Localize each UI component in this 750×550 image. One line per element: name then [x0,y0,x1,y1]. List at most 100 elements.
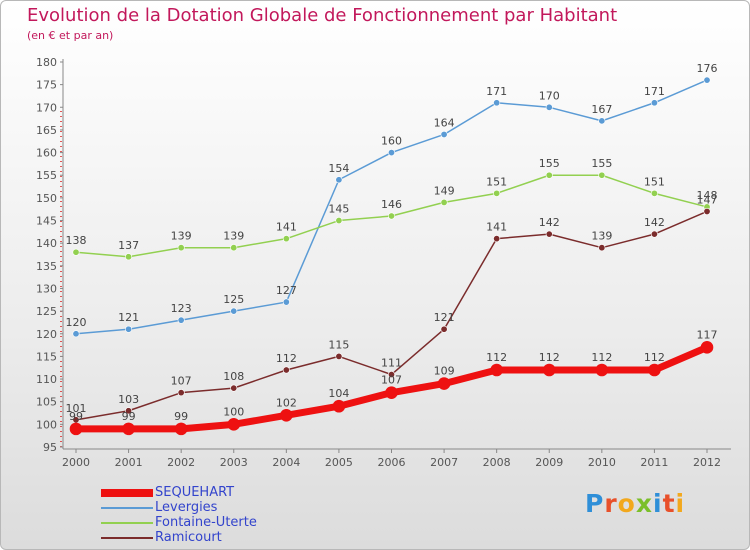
data-label-fontaine-uterte: 155 [591,157,612,170]
data-label-sequehart: 117 [697,328,718,341]
data-label-sequehart: 109 [434,365,455,378]
data-point-ramicourt [598,244,606,252]
data-label-levergies: 170 [539,89,560,102]
data-label-sequehart: 112 [539,351,560,364]
data-point-sequehart [595,363,609,377]
data-point-sequehart [437,377,451,390]
legend-label: SEQUEHART [155,485,235,500]
y-tick-label: 125 [36,305,57,318]
data-label-sequehart: 112 [486,351,507,364]
data-point-fontaine-uterte [282,235,290,243]
data-point-ramicourt [282,366,290,374]
data-point-sequehart [122,422,135,436]
data-label-levergies: 123 [171,302,192,315]
data-point-sequehart [332,399,346,413]
data-label-ramicourt: 115 [328,338,349,351]
data-point-sequehart [174,422,188,436]
legend-swatch [101,506,153,509]
data-label-ramicourt: 107 [171,375,192,388]
y-tick-label: 175 [36,79,57,92]
data-point-fontaine-uterte [125,253,133,261]
data-point-fontaine-uterte [177,244,185,252]
data-point-levergies [335,176,343,184]
y-tick-label: 145 [36,215,57,228]
legend-swatch [101,521,153,524]
logo-letter: t [662,489,676,518]
data-label-levergies: 120 [66,316,87,329]
data-point-fontaine-uterte [598,171,606,179]
data-label-fontaine-uterte: 151 [486,175,507,188]
data-label-sequehart: 99 [69,410,83,423]
data-label-sequehart: 107 [381,374,402,387]
legend-label: Fontaine-Uterte [155,515,257,530]
data-point-ramicourt [440,325,448,333]
data-point-levergies [387,149,395,157]
data-point-sequehart [385,386,398,399]
data-point-sequehart [700,341,714,354]
data-point-ramicourt [493,235,501,243]
data-label-fontaine-uterte: 145 [328,203,349,216]
chart-title: Evolution de la Dotation Globale de Fonc… [27,5,618,26]
y-tick-label: 165 [36,124,57,137]
y-tick-label: 160 [36,147,57,160]
x-tick-label: 2009 [535,456,563,469]
data-label-ramicourt: 103 [118,393,139,406]
data-label-fontaine-uterte: 155 [539,157,560,170]
data-point-fontaine-uterte [72,248,80,256]
data-point-fontaine-uterte [230,244,238,252]
data-label-levergies: 154 [328,162,349,175]
data-point-sequehart [227,418,241,431]
data-point-sequehart [648,363,661,377]
y-tick-label: 120 [36,328,57,341]
data-point-ramicourt [177,389,185,397]
data-point-ramicourt [125,407,133,415]
legend-swatch [101,488,153,497]
data-point-levergies [125,325,133,333]
data-label-ramicourt: 142 [539,216,560,229]
data-label-ramicourt: 142 [644,216,665,229]
data-label-sequehart: 112 [591,351,612,364]
data-label-levergies: 171 [486,85,507,98]
data-label-levergies: 121 [118,311,139,324]
data-point-levergies [493,99,501,107]
data-point-levergies [440,130,448,138]
data-point-sequehart [69,422,83,436]
data-point-ramicourt [545,230,553,238]
logo-letter: i [675,489,686,518]
data-label-ramicourt: 121 [434,311,455,324]
data-label-ramicourt: 147 [697,193,718,206]
chart-subtitle: (en € et par an) [27,29,114,42]
x-tick-label: 2007 [430,456,458,469]
data-point-levergies [177,316,185,324]
x-tick-label: 2001 [115,456,143,469]
y-tick-label: 110 [36,373,57,386]
logo-letter: P [585,489,605,518]
data-label-fontaine-uterte: 141 [276,221,297,234]
y-tick-label: 115 [36,350,57,363]
y-tick-label: 130 [36,282,57,295]
x-tick-label: 2002 [167,456,195,469]
legend-label: Levergies [155,500,218,515]
data-point-fontaine-uterte [493,189,501,197]
data-point-ramicourt [703,207,711,215]
data-label-sequehart: 112 [644,351,665,364]
data-label-ramicourt: 139 [591,230,612,243]
data-label-levergies: 160 [381,135,402,148]
data-point-ramicourt [230,384,238,392]
data-label-fontaine-uterte: 139 [171,230,192,243]
data-label-levergies: 164 [434,116,455,129]
data-point-ramicourt [387,371,395,379]
x-tick-label: 2011 [640,456,668,469]
data-label-ramicourt: 111 [381,357,402,370]
x-tick-label: 2006 [378,456,406,469]
data-label-sequehart: 100 [223,405,244,418]
data-label-fontaine-uterte: 149 [434,184,455,197]
data-point-levergies [230,307,238,315]
legend-label: Ramicourt [155,530,222,545]
data-label-levergies: 176 [697,62,718,75]
data-point-sequehart [542,363,556,377]
logo-letter: r [604,489,618,518]
x-tick-label: 2008 [483,456,511,469]
data-label-fontaine-uterte: 146 [381,198,402,211]
